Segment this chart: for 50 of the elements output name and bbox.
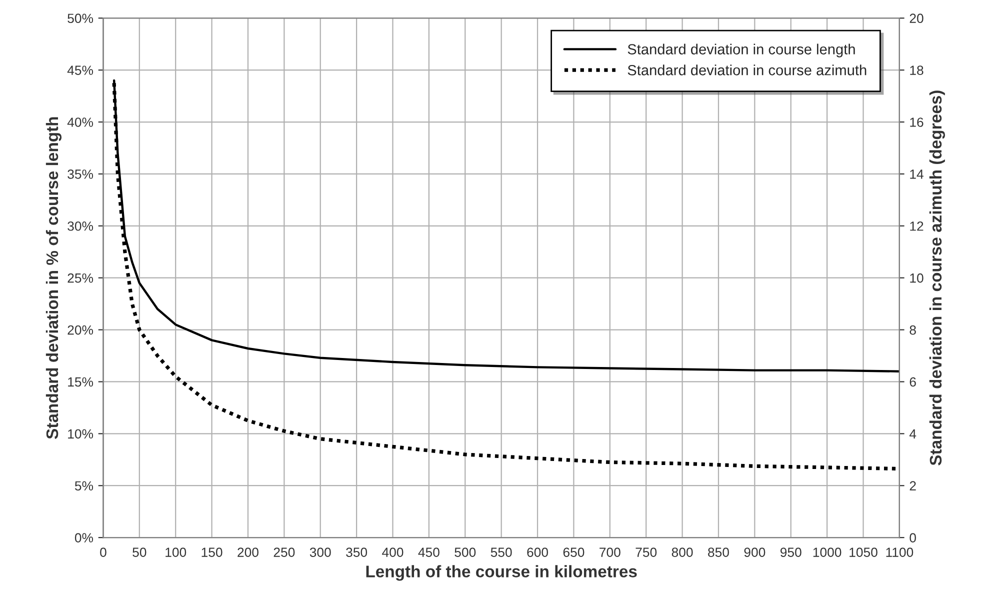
y-tick-label: 35% bbox=[68, 170, 94, 179]
y2-tick-label: 10 bbox=[910, 273, 924, 283]
x-tick-label: 1000 bbox=[813, 548, 842, 557]
y2-axis-title: Standard deviation in course azimuth (degrees) bbox=[929, 90, 946, 466]
x-tick-label: 1050 bbox=[850, 548, 878, 557]
x-axis-title: Length of the course in kilometres bbox=[366, 565, 637, 581]
x-tick-label: 100 bbox=[166, 548, 186, 557]
legend-label: Standard deviation in course length bbox=[628, 44, 855, 58]
x-tick-label: 300 bbox=[310, 548, 331, 557]
x-tick-label: 350 bbox=[346, 548, 368, 557]
x-tick-label: 550 bbox=[490, 548, 512, 557]
x-tick-label: 200 bbox=[238, 548, 258, 557]
y-tick-label: 5% bbox=[74, 481, 94, 491]
x-tick-label: 700 bbox=[600, 548, 620, 557]
x-tick-label: 0 bbox=[100, 548, 106, 557]
y2-tick-label: 18 bbox=[910, 66, 924, 75]
y2-tick-label: 4 bbox=[909, 429, 916, 438]
x-tick-label: 650 bbox=[563, 548, 584, 557]
y-tick-label: 25% bbox=[68, 273, 94, 283]
x-tick-label: 850 bbox=[708, 548, 729, 557]
y-tick-label: 50% bbox=[68, 14, 94, 24]
x-tick-label: 600 bbox=[527, 548, 548, 557]
y2-tick-label: 16 bbox=[910, 118, 924, 127]
y2-tick-label: 8 bbox=[910, 325, 916, 335]
y2-tick-label: 14 bbox=[910, 170, 924, 179]
y2-tick-label: 12 bbox=[910, 221, 924, 231]
y-tick-label: 40% bbox=[67, 118, 94, 127]
y2-tick-label: 6 bbox=[910, 377, 916, 387]
y2-tick-label: 0 bbox=[910, 533, 916, 542]
x-tick-label: 1100 bbox=[886, 548, 914, 557]
legend-label: Standard deviation in course azimuth bbox=[628, 64, 866, 76]
x-tick-label: 900 bbox=[744, 548, 766, 557]
y2-tick-label: 2 bbox=[910, 481, 916, 490]
x-tick-label: 800 bbox=[672, 548, 693, 557]
y-tick-label: 15% bbox=[68, 377, 94, 387]
y-tick-label: 30% bbox=[68, 221, 94, 231]
x-tick-label: 750 bbox=[636, 548, 657, 557]
x-tick-label: 50 bbox=[132, 548, 146, 557]
y-tick-label: 45% bbox=[67, 66, 94, 75]
y-tick-label: 10% bbox=[68, 429, 94, 439]
y-tick-label: 20% bbox=[68, 325, 94, 335]
x-tick-label: 150 bbox=[202, 548, 222, 557]
y-tick-label: 0% bbox=[74, 533, 94, 542]
y2-tick-label: 20 bbox=[910, 14, 924, 24]
x-tick-label: 400 bbox=[382, 548, 404, 557]
x-tick-label: 250 bbox=[274, 548, 295, 557]
x-tick-label: 500 bbox=[454, 548, 476, 557]
x-tick-label: 950 bbox=[780, 548, 802, 557]
x-tick-label: 450 bbox=[418, 548, 440, 557]
y-axis-title: Standard deviation in % of course length bbox=[46, 117, 62, 439]
